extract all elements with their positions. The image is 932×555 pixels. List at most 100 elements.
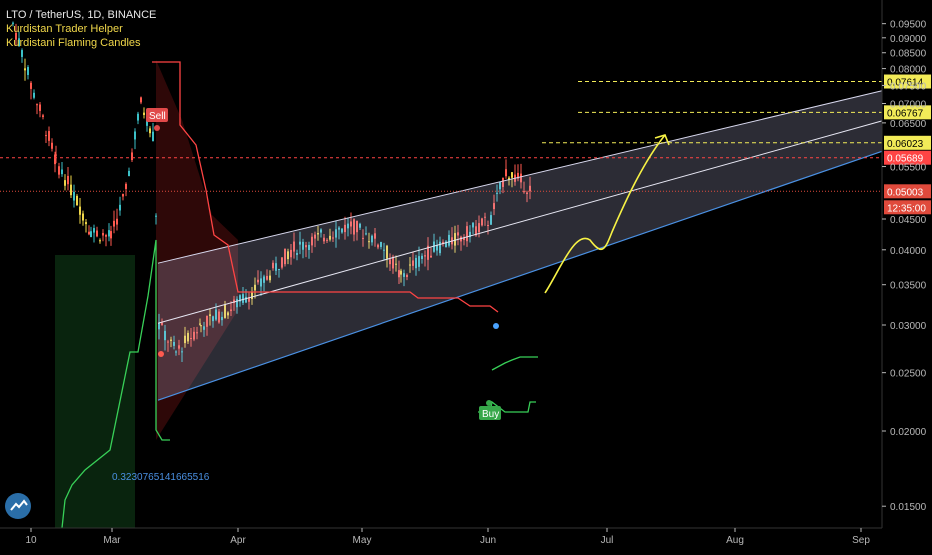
candle-body-164 [496, 192, 498, 194]
candle-body-55 [173, 342, 175, 346]
candle-body-4 [24, 68, 26, 71]
candle-body-74 [227, 312, 229, 316]
indicator-label-flaming[interactable]: Kurdistani Flaming Candles [6, 37, 141, 49]
y-tick-label-1: 0.09000 [890, 34, 927, 45]
candle-body-58 [181, 351, 183, 353]
candle-body-82 [251, 291, 253, 300]
candle-body-166 [502, 177, 504, 187]
candle-body-151 [457, 232, 459, 236]
candle-body-135 [409, 264, 411, 266]
candle-body-61 [190, 338, 192, 340]
candle-body-142 [430, 255, 432, 258]
y-tick-label-2: 0.08500 [890, 49, 927, 60]
candle-body-79 [242, 294, 244, 303]
candle-body-175 [529, 185, 531, 192]
mountain-icon [10, 499, 28, 511]
candle-body-30 [99, 240, 101, 242]
candle-body-11 [45, 135, 47, 137]
x-tick-label-0: 10 [25, 535, 37, 546]
price-level-tag-1 [884, 105, 931, 120]
candle-body-54 [170, 339, 172, 341]
candle-body-157 [475, 226, 477, 236]
candle-body-7 [33, 92, 35, 98]
y-tick-label-9: 0.04000 [890, 246, 927, 257]
candle-body-91 [278, 269, 280, 271]
candle-body-80 [245, 296, 247, 303]
candle-body-123 [374, 233, 376, 239]
candle-body-107 [326, 239, 328, 241]
candle-body-51 [161, 322, 163, 325]
candle-body-161 [487, 225, 489, 227]
candle-body-120 [365, 233, 367, 235]
candles-group [12, 21, 531, 363]
candle-body-21 [73, 191, 75, 201]
candle-body-40 [128, 170, 130, 177]
candle-body-43 [137, 113, 139, 121]
price-level-label-4: 0.05003 [887, 187, 924, 198]
candle-body-47 [149, 128, 151, 134]
support-zone [55, 255, 135, 528]
candle-body-158 [478, 223, 480, 233]
candle-body-100 [305, 245, 307, 248]
candle-body-69 [212, 316, 214, 322]
candle-body-136 [412, 260, 414, 266]
candle-body-34 [110, 231, 112, 239]
candle-body-44 [140, 97, 142, 103]
candle-body-38 [122, 194, 124, 197]
y-tick-label-10: 0.03500 [890, 281, 927, 292]
candle-body-90 [275, 263, 277, 271]
indicator-label-helper[interactable]: Kurdistan Trader Helper [6, 23, 123, 35]
candle-body-116 [353, 219, 355, 235]
x-tick-label-7: Sep [852, 535, 870, 546]
candle-body-86 [263, 276, 265, 283]
candle-body-141 [427, 245, 429, 260]
candle-body-17 [61, 169, 63, 175]
price-level-label-0: 0.07614 [887, 78, 924, 89]
tradingview-logo-icon[interactable] [5, 493, 31, 519]
candle-body-2 [18, 38, 20, 47]
candle-body-3 [21, 50, 23, 57]
support-after-buy-line [491, 356, 538, 371]
candle-body-138 [418, 256, 420, 267]
price-level-label-2: 0.06023 [887, 139, 924, 150]
candle-body-16 [58, 166, 60, 175]
candle-body-78 [239, 295, 241, 302]
buy-marker [486, 400, 492, 406]
candle-body-153 [463, 237, 465, 240]
candle-body-171 [517, 172, 519, 179]
candle-body-119 [362, 237, 364, 239]
candle-body-146 [442, 241, 444, 244]
candle-body-124 [377, 244, 379, 248]
candle-body-145 [439, 241, 441, 254]
channel-upper-line [157, 90, 883, 264]
candle-body-168 [508, 177, 510, 181]
candle-body-143 [433, 241, 435, 252]
candle-body-121 [368, 241, 370, 243]
x-tick-label-3: May [353, 535, 372, 546]
candle-body-167 [505, 169, 507, 177]
candle-body-73 [224, 304, 226, 318]
candle-body-50 [158, 322, 160, 330]
signal-dot-blue [493, 323, 499, 329]
candle-body-173 [523, 191, 525, 193]
candle-body-117 [356, 220, 358, 233]
candle-body-140 [424, 255, 426, 257]
candle-body-20 [70, 184, 72, 196]
candle-body-57 [178, 345, 180, 349]
candle-body-8 [36, 104, 38, 106]
candle-body-144 [436, 245, 438, 251]
signal-dot-red [158, 351, 164, 357]
candle-body-65 [200, 325, 202, 327]
candle-body-114 [347, 223, 349, 229]
candle-body-95 [290, 249, 292, 258]
symbol-title[interactable]: LTO / TetherUS, 1D, BINANCE [6, 9, 157, 21]
candle-body-5 [27, 67, 29, 75]
candle-body-56 [175, 351, 177, 353]
candle-body-60 [187, 332, 189, 342]
projection-arrowhead [654, 134, 670, 146]
candle-body-174 [526, 192, 528, 194]
candle-body-89 [272, 262, 274, 269]
